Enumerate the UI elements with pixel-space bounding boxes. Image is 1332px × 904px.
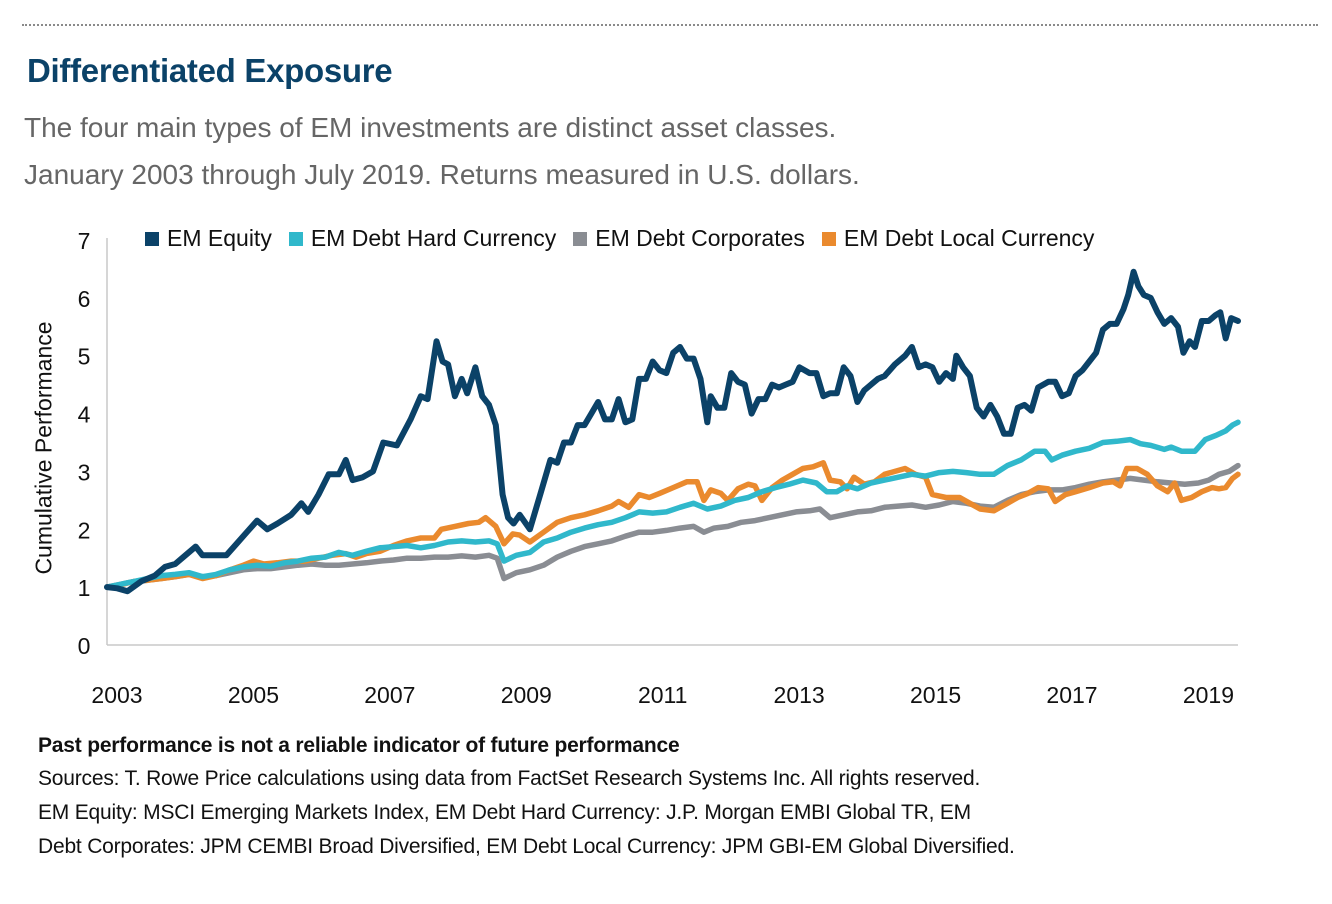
chart-series-lines [104, 268, 1241, 595]
x-tick-label: 2003 [91, 682, 142, 708]
chart-axes [106, 238, 1238, 646]
legend-swatch-em-debt-local-currency [821, 231, 836, 246]
legend-label-em-debt-corporates: EM Debt Corporates [595, 225, 805, 251]
legend-item-em-debt-corporates: EM Debt Corporates [573, 225, 805, 252]
x-tick-label: 2007 [364, 682, 415, 708]
x-tick-label: 2017 [1046, 682, 1097, 708]
legend-label-em-debt-local-currency: EM Debt Local Currency [843, 225, 1095, 251]
chart-subtitle-line1: The four main types of EM investments ar… [24, 112, 837, 143]
sources-line-3: Debt Corporates: JPM CEMBI Broad Diversi… [38, 835, 1015, 858]
y-tick-label: 7 [78, 228, 91, 254]
chart-title: Differentiated Exposure [27, 52, 393, 89]
chart-subtitle-line2: January 2003 through July 2019. Returns … [24, 159, 860, 190]
y-tick-label: 6 [78, 286, 91, 312]
sources-line-1: Sources: T. Rowe Price calculations usin… [38, 767, 981, 790]
series-line-em-debt-corporates [104, 462, 1241, 590]
x-tick-label: 2015 [910, 682, 961, 708]
legend-swatch-em-equity [145, 231, 159, 246]
y-tick-label: 0 [78, 633, 91, 659]
legend-label-em-equity: EM Equity [167, 225, 272, 251]
performance-disclaimer: Past performance is not a reliable indic… [38, 734, 680, 757]
y-tick-label: 3 [78, 459, 91, 485]
y-tick-label: 4 [78, 402, 91, 428]
x-tick-label: 2019 [1183, 682, 1234, 708]
series-line-em-equity [104, 268, 1241, 595]
top-dotted-rule [22, 24, 1318, 26]
y-tick-label: 5 [78, 344, 91, 370]
x-tick-label: 2005 [228, 682, 279, 708]
y-tick-label: 2 [78, 517, 91, 543]
chart-legend: EM Equity EM Debt Hard Currency EM Debt … [145, 225, 1111, 252]
y-tick-label: 1 [78, 575, 91, 601]
sources-line-2: EM Equity: MSCI Emerging Markets Index, … [38, 801, 971, 824]
legend-swatch-em-debt-corporates [573, 231, 588, 246]
x-tick-label: 2009 [501, 682, 552, 708]
x-tick-label: 2013 [774, 682, 825, 708]
legend-item-em-debt-hard-currency: EM Debt Hard Currency [288, 225, 557, 252]
x-tick-label: 2011 [638, 682, 687, 708]
series-line-em-debt-hard-currency [104, 419, 1241, 590]
legend-swatch-em-debt-hard-currency [288, 231, 303, 246]
legend-label-em-debt-hard-currency: EM Debt Hard Currency [310, 225, 557, 251]
chart-tick-labels: 0 1 2 3 4 5 6 7 2003 2005 2007 2009 2011 2013 2015 2017… [78, 228, 1234, 708]
legend-item-em-debt-local-currency: EM Debt Local Currency [821, 225, 1095, 252]
legend-item-em-equity: EM Equity [145, 225, 272, 252]
